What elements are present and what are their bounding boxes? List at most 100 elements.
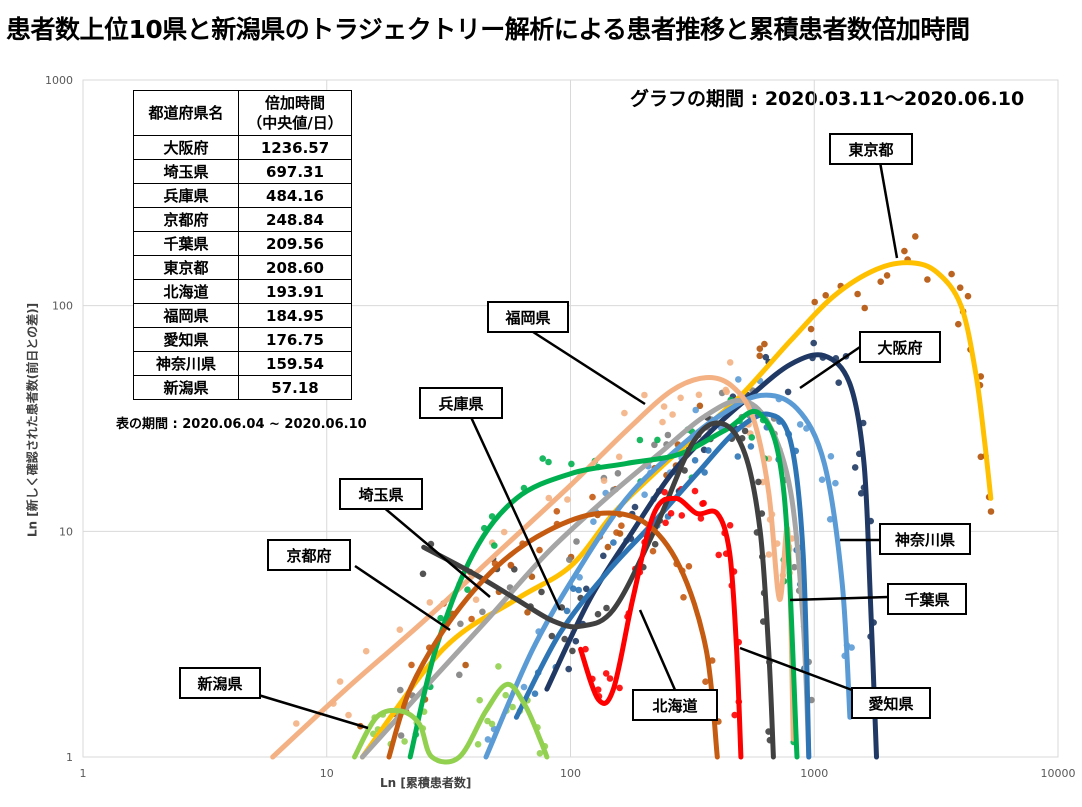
data-point	[566, 556, 573, 563]
data-point	[765, 551, 773, 558]
callout-label-hokkaido: 北海道	[652, 697, 697, 715]
data-point	[722, 386, 730, 394]
period-label: グラフの期間 : 2020.03.11〜2020.06.10	[630, 88, 1025, 110]
table-row: 北海道 193.91	[133, 279, 352, 304]
data-point	[397, 732, 405, 739]
x-axis-label: Ln [累積患者数]	[380, 776, 472, 790]
data-point	[700, 499, 707, 507]
data-point	[545, 458, 552, 466]
data-point	[691, 457, 699, 464]
y-tick-label: 1	[66, 751, 73, 764]
callout-box-hyogo	[419, 387, 503, 419]
table-row: 大阪府 1236.57	[133, 135, 352, 160]
table-cell-doubling-time: 248.84	[238, 207, 352, 232]
chart-title: 患者数上位10県と新潟県のトラジェクトリー解析による患者推移と累積患者数倍加時間	[6, 15, 970, 44]
axis-tick-labels: 1 10 100 1000 10000 1 10 100 1000	[45, 74, 1076, 780]
callout-box-saitama	[339, 478, 423, 510]
data-point	[651, 540, 659, 548]
callout-label-aichi: 愛知県	[868, 695, 913, 713]
data-point	[705, 447, 712, 454]
data-point	[582, 645, 589, 653]
data-point	[697, 515, 705, 522]
data-point	[509, 703, 516, 711]
data-point	[796, 421, 804, 428]
data-point	[495, 663, 502, 670]
data-point	[748, 434, 756, 441]
data-point	[654, 436, 661, 444]
data-point	[462, 661, 469, 669]
x-tick-label: 10000	[1041, 767, 1076, 780]
table-cell-doubling-time: 1236.57	[238, 135, 352, 160]
data-point	[502, 691, 510, 699]
y-axis-label: Ln [新しく確認された患者数(前日との差)]	[25, 302, 40, 538]
data-point	[561, 635, 568, 643]
trajectory-line	[270, 374, 796, 760]
data-point	[476, 696, 484, 704]
data-point	[553, 508, 561, 515]
trajectory-line	[513, 411, 812, 760]
data-point	[631, 503, 639, 511]
x-tick-label: 100	[560, 767, 581, 780]
table-cell-doubling-time: 209.56	[238, 231, 352, 256]
table-row: 新潟県 57.18	[133, 375, 352, 400]
data-point	[615, 453, 623, 461]
data-point	[741, 427, 749, 435]
table-cell-doubling-time: 176.75	[238, 327, 352, 352]
data-point	[472, 596, 480, 603]
table-row: 東京都 208.60	[133, 255, 352, 280]
data-point	[621, 409, 628, 417]
data-point	[564, 496, 571, 503]
doubling-time-table: 都道府県名 倍加時間 （中央値/日） 大阪府 1236.57 埼玉県 697.31 兵庫県…	[133, 90, 352, 400]
data-point	[877, 278, 884, 286]
data-point	[589, 493, 596, 501]
data-point	[948, 270, 955, 278]
table-row: 愛知県 176.75	[133, 327, 352, 352]
data-point	[401, 738, 408, 745]
data-point	[419, 570, 427, 578]
table-row: 埼玉県 697.31	[133, 159, 352, 184]
data-point	[641, 491, 648, 499]
table-header-value: 倍加時間 （中央値/日）	[238, 90, 352, 136]
data-point	[479, 608, 486, 616]
trajectory-line	[386, 510, 720, 760]
callout-label-kanagawa: 神奈川県	[895, 531, 955, 549]
data-point	[726, 359, 734, 366]
data-point	[696, 402, 704, 410]
callout-leader-niigata	[254, 692, 369, 730]
data-point	[545, 494, 553, 502]
callout-box-osaka	[859, 331, 941, 363]
table-cell-doubling-time: 484.16	[238, 183, 352, 208]
data-point	[854, 290, 861, 298]
table-period-note: 表の期間 : 2020.06.04 ~ 2020.06.10	[116, 417, 367, 432]
data-point	[835, 379, 842, 387]
trajectory-line	[359, 260, 994, 760]
data-point	[618, 522, 625, 529]
data-point	[964, 292, 972, 300]
trajectory-line	[407, 409, 800, 760]
trajectory-line	[359, 397, 812, 760]
data-point	[987, 508, 995, 515]
data-point	[731, 711, 738, 719]
table-header-row: 都道府県名 倍加時間 （中央値/日）	[133, 90, 352, 136]
data-point	[573, 538, 580, 545]
data-point	[437, 614, 444, 622]
data-point	[702, 678, 709, 685]
table-row: 京都府 248.84	[133, 207, 352, 232]
data-point	[590, 518, 597, 525]
callout-label-chiba: 千葉県	[904, 591, 949, 609]
table-cell-prefecture: 埼玉県	[133, 159, 239, 184]
callout-box-kyoto	[267, 539, 351, 571]
table-row: 千葉県 209.56	[133, 231, 352, 256]
data-point	[827, 453, 835, 460]
data-point	[362, 647, 370, 655]
data-point	[691, 487, 699, 495]
data-point	[756, 345, 764, 353]
data-point	[600, 552, 607, 560]
data-point	[735, 376, 742, 383]
data-point	[692, 406, 699, 414]
y-tick-label: 1000	[45, 74, 73, 87]
trajectory-line	[352, 681, 550, 765]
table-cell-prefecture: 東京都	[133, 255, 239, 280]
data-point	[456, 671, 463, 679]
